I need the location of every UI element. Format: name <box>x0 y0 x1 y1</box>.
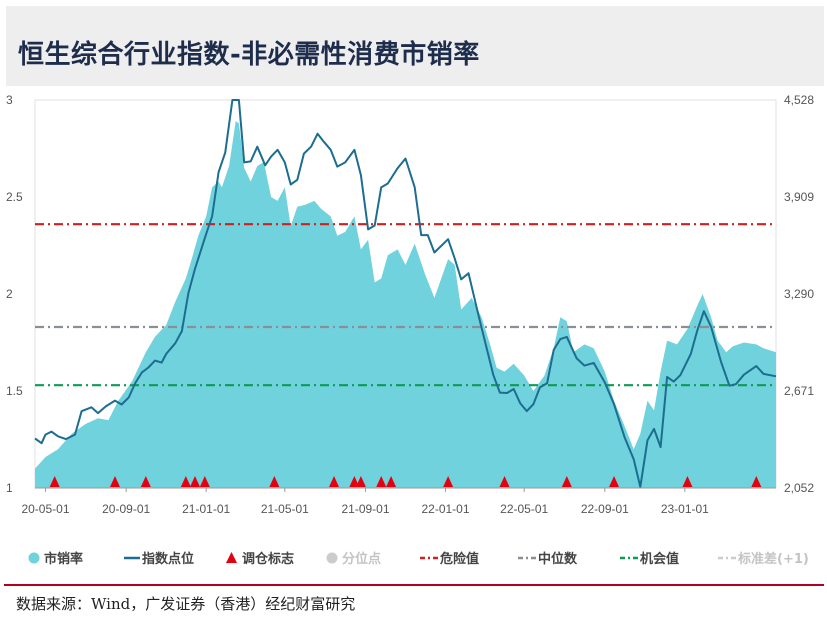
source-note: 数据来源：Wind，广发证券（香港）经纪财富研究 <box>16 595 356 613</box>
y-right-tick-label: 3,290 <box>784 287 814 301</box>
rebalance-marker <box>682 476 693 487</box>
rebalance-marker <box>443 476 454 487</box>
y-left-tick-label: 2.5 <box>6 190 23 204</box>
legend-item-7: 机会值 <box>620 551 679 567</box>
rebalance-marker <box>190 476 201 487</box>
rebalance-marker <box>376 476 387 487</box>
x-tick-label: 20-05-01 <box>21 502 69 516</box>
y-right-tick-label: 2,052 <box>784 481 814 495</box>
y-right-tick-label: 3,909 <box>784 190 814 204</box>
rebalance-marker <box>180 476 191 487</box>
rebalance-markers <box>49 476 762 487</box>
rebalance-marker <box>329 476 340 487</box>
legend-label: 指数点位 <box>142 551 194 567</box>
teal-circle-icon <box>28 552 40 564</box>
y-left-tick-label: 1.5 <box>6 384 23 398</box>
rebalance-marker <box>561 476 572 487</box>
rebalance-marker <box>269 476 280 487</box>
x-tick-label: 22-09-01 <box>581 502 629 516</box>
chart-canvas: 1 1.5 2 2.5 3 2,052 2,671 3,290 3,909 4,528 20-05-… <box>6 93 814 567</box>
legend-label: 机会值 <box>640 551 679 567</box>
legend-label: 调仓标志 <box>242 551 294 567</box>
legend-label: 市销率 <box>44 551 83 567</box>
rebalance-marker <box>349 476 360 487</box>
rebalance-marker <box>751 476 762 487</box>
legend-item-2: 指数点位 <box>124 551 194 567</box>
y-right-tick-label: 2,671 <box>784 384 814 398</box>
x-tick-label: 20-09-01 <box>102 502 150 516</box>
legend-label: 标准差(+1) <box>737 551 809 567</box>
gray-circle-icon <box>326 552 338 564</box>
legend-item-4: 分位点 <box>326 551 381 567</box>
rebalance-marker <box>110 476 121 487</box>
legend-label: 中位数 <box>538 551 578 567</box>
x-tick-label: 22-05-01 <box>500 502 548 516</box>
legend-item-6: 中位数 <box>518 551 578 567</box>
y-left-tick-label: 2 <box>6 287 13 301</box>
y-left-tick-label: 3 <box>6 93 13 107</box>
rebalance-marker <box>355 476 366 487</box>
rebalance-marker <box>199 476 210 487</box>
rebalance-marker <box>386 476 397 487</box>
legend-label: 分位点 <box>342 551 381 567</box>
ps-ratio-area <box>35 121 776 489</box>
y-left-tick-label: 1 <box>6 481 13 495</box>
legend: 市销率 指数点位 调仓标志 分位点 危险值 中位数 机会值 标准差(+1) <box>28 551 809 567</box>
legend-label: 危险值 <box>440 551 479 567</box>
source-divider <box>4 584 824 586</box>
x-tick-label: 22-01-01 <box>421 502 469 516</box>
y-right-tick-label: 4,528 <box>784 93 814 107</box>
legend-item-5: 危险值 <box>420 551 479 567</box>
rebalance-marker <box>609 476 620 487</box>
x-tick-label: 21-01-01 <box>182 502 230 516</box>
chart-title: 恒生综合行业指数-非必需性消费市销率 <box>18 40 480 70</box>
index-level-line <box>34 99 777 488</box>
x-tick-label: 23-01-01 <box>661 502 709 516</box>
red-triangle-icon <box>226 552 237 563</box>
rebalance-marker <box>499 476 510 487</box>
legend-item-1: 市销率 <box>28 551 83 567</box>
ps-ratio-area-layer <box>35 121 776 489</box>
title-bar: 恒生综合行业指数-非必需性消费市销率 <box>6 6 824 86</box>
index-line-layer <box>34 99 777 488</box>
rebalance-marker <box>49 476 60 487</box>
axes: 1 1.5 2 2.5 3 2,052 2,671 3,290 3,909 4,528 20-05-… <box>6 93 814 516</box>
legend-item-8: 标准差(+1) <box>718 551 809 567</box>
x-tick-label: 21-09-01 <box>341 502 389 516</box>
legend-item-3: 调仓标志 <box>226 551 294 567</box>
rebalance-marker <box>140 476 151 487</box>
x-tick-label: 21-05-01 <box>261 502 309 516</box>
